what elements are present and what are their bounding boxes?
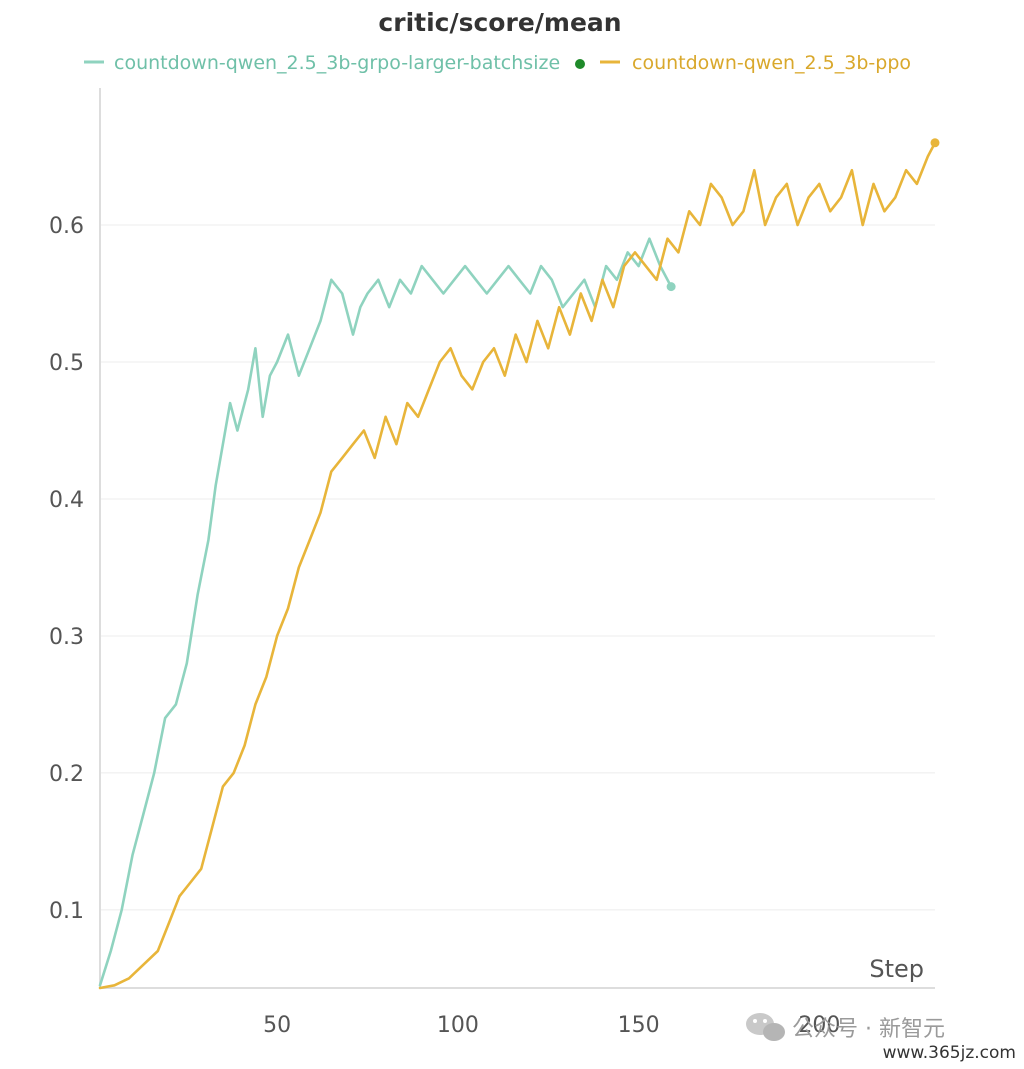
legend-label-ppo[interactable]: countdown-qwen_2.5_3b-ppo [632,52,911,74]
watermark: 公众号 · 新智元 www.365jz.com [746,1013,1016,1063]
series-layer [98,138,940,990]
watermark-text: 公众号 · 新智元 [792,1017,945,1042]
x-axis-label: Step [869,955,924,983]
gridlines [100,224,935,911]
series-end-point-0 [666,282,676,292]
y-tick-label: 0.4 [49,488,84,513]
legend-dot-grpo [575,59,585,69]
x-tick-label: 200 [798,1013,840,1038]
series-line-1 [98,141,937,990]
wechat-icon [746,1013,785,1041]
watermark-url: www.365jz.com [883,1043,1016,1063]
y-tick-label: 0.6 [49,214,84,239]
chart-title: critic/score/mean [378,8,621,37]
series-line-0 [98,237,673,987]
x-tick-labels: 50 100 150 200 [263,1013,840,1038]
legend-label-grpo[interactable]: countdown-qwen_2.5_3b-grpo-larger-batchs… [114,52,560,74]
y-tick-label: 0.1 [49,899,84,924]
y-tick-label: 0.5 [49,351,84,376]
axes [99,88,935,989]
y-tick-label: 0.2 [49,762,84,787]
y-tick-labels: 0.1 0.2 0.3 0.4 0.5 0.6 [49,214,84,924]
x-tick-label: 50 [263,1013,291,1038]
y-tick-label: 0.3 [49,625,84,650]
x-tick-label: 100 [437,1013,479,1038]
legend[interactable]: countdown-qwen_2.5_3b-grpo-larger-batchs… [84,52,911,74]
x-tick-label: 150 [618,1013,660,1038]
series-end-point-1 [930,138,940,148]
